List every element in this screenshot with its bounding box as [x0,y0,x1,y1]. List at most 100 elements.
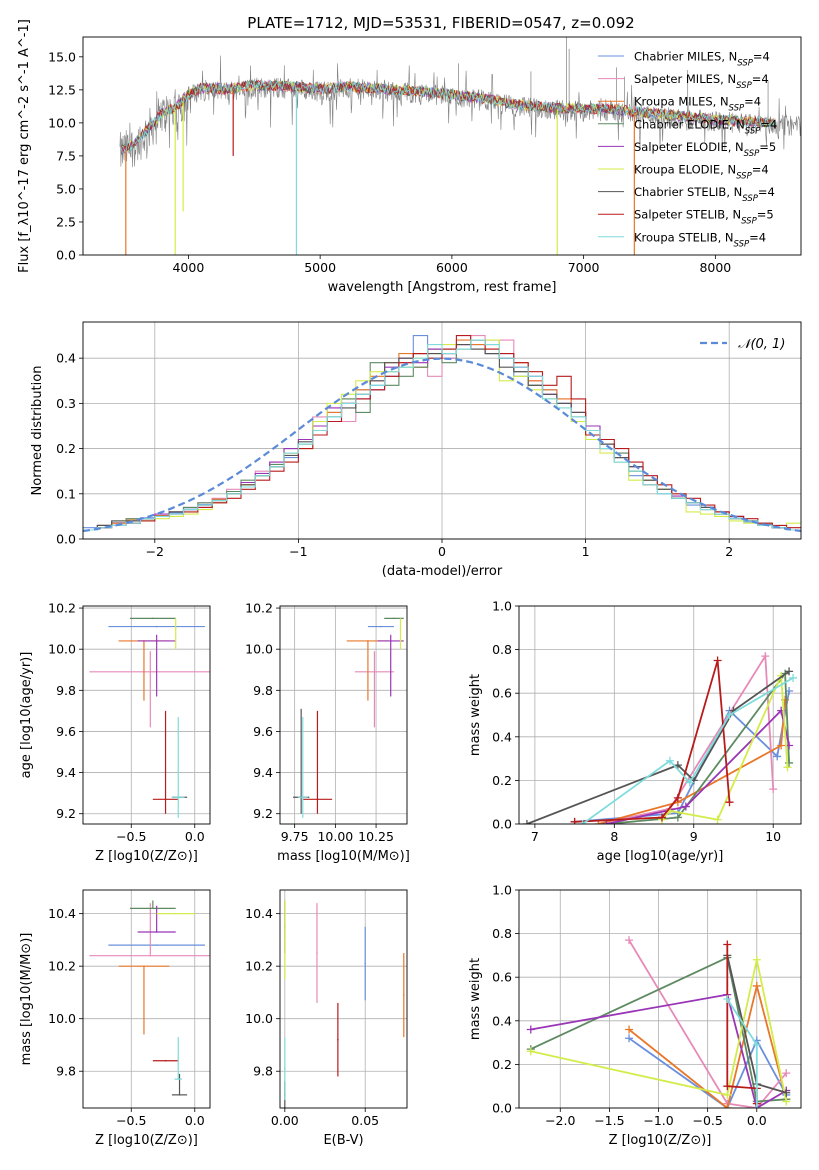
x-axis-label: mass [log10(M/M⊙)] [277,849,410,864]
data-point [337,1038,339,1041]
weight-series-line [628,939,787,1108]
plot-frame [279,605,408,825]
data-point [389,640,392,642]
legend-entry: Chabrier STELIB, NSSP=4 [634,185,775,204]
y-tick-label: 9.2 [56,806,76,821]
weight-point-marker [752,1040,761,1049]
x-tick-label: 2 [725,544,733,559]
legend-entry: Chabrier ELODIE, NSSP=4 [634,117,777,136]
y-tick-label: 7.5 [56,148,76,163]
x-tick-label: 0.0 [185,1113,205,1128]
weight-point-marker [783,763,792,772]
y-tick-label: 10.2 [48,959,76,974]
y-axis-label: Flux [f_λ10^-17 erg cm^-2 s^-1 A^-1] [17,19,32,273]
data-point [399,627,402,630]
age-vs-mass-panel: 9.75 10.00 10.25 9.2 9.4 9.6 9.8 10.0 10.2 mass [… [245,601,410,864]
weight-point-marker [673,813,682,822]
x-tick-label: 8000 [699,260,731,275]
plot-frame [518,605,802,825]
y-tick-label: 1.0 [492,599,512,614]
weight-point-marker [526,1025,535,1034]
data-point [177,796,180,799]
x-tick-label: 10.00 [317,829,353,844]
weight-point-marker [673,793,682,802]
errorbar-marks [284,900,405,1108]
weight-point-marker [782,1069,791,1078]
weight-point-marker [713,815,722,824]
x-tick-label: 10.25 [358,829,394,844]
x-tick-label: 5000 [304,260,336,275]
x-tick-label: −1 [289,544,307,559]
spectrum-panel: 4000 5000 6000 7000 8000 0.0 2.5 5.0 7.5 10.0 12.5… [17,19,802,295]
weight-point-marker [777,741,786,750]
weight-point-marker [602,820,611,824]
y-tick-label: 10.0 [48,1011,76,1026]
legend-entry: Chabrier MILES, NSSP=4 [634,50,770,69]
data-point [152,617,154,620]
weight-series-line [530,959,788,1102]
data-point [177,1078,180,1080]
weight-point-marker [725,711,734,719]
errorbar-marks [293,617,404,818]
residual-histogram-panel: −2 −1 0 1 2 0.0 0.1 0.2 0.3 0.4 (data-model)/error… [30,321,802,579]
x-axis-label: (data-model)/error [382,564,503,579]
y-tick-label: 0.8 [492,926,512,941]
data-point [316,798,319,801]
mass-weight-vs-age-panel: 7 8 9 10 0.0 0.2 0.4 0.6 0.8 1.0 age [log10(age/yr… [468,599,802,864]
weight-point-marker [723,995,732,1003]
weight-point-marker [789,673,798,682]
y-tick-label: 9.4 [253,765,273,780]
x-tick-label: −2.0 [545,1113,575,1128]
y-tick-label: 0.6 [492,970,512,985]
model-spectrum-line [120,79,777,155]
plot-frame [82,605,211,825]
x-tick-label: −2 [146,544,164,559]
data-point [149,954,152,957]
weight-point-marker [673,761,682,770]
weight-point-marker [681,802,690,811]
y-tick-label: 10.0 [245,1011,273,1026]
y-tick-label: 0.2 [492,773,512,788]
weight-point-marker [782,1088,791,1097]
x-tick-label: 0.0 [185,829,205,844]
age-vs-metallicity-panel: −0.5 0.0 9.2 9.4 9.6 9.8 10.0 10.2 Z [log10(Z/Z⊙… [19,601,211,864]
plot-frame [279,889,408,1109]
y-tick-label: 9.8 [253,1064,273,1079]
legend-entry: Kroupa ELODIE, NSSP=4 [634,163,769,182]
weight-series-line [606,671,790,824]
legend-entry: 𝒩(0, 1) [738,337,785,352]
x-tick-label: 9 [690,829,698,844]
weight-point-marker [570,817,579,824]
data-point [367,640,369,642]
weight-point-marker [578,820,587,824]
y-tick-label: 5.0 [56,181,76,196]
y-tick-label: 0.0 [492,1101,512,1116]
x-tick-label: −0.5 [116,1113,146,1128]
data-point [364,962,367,965]
weight-point-marker [752,1104,761,1108]
x-tick-label: 0.0 [747,1113,767,1128]
plot-frame [82,321,802,540]
x-axis-label: age [log10(age/yr)] [597,849,724,864]
weight-point-marker [685,778,694,787]
y-tick-label: 2.5 [56,214,76,229]
weight-point-marker [773,752,782,761]
weight-lines [522,652,798,824]
data-point [164,798,167,801]
x-tick-label: 7000 [568,260,600,275]
data-point [155,625,158,628]
y-tick-label: 9.4 [56,765,76,780]
y-tick-label: 10.0 [245,642,273,657]
weight-point-marker [761,652,770,661]
data-point [174,912,177,915]
y-axis-label: age [log10(age/yr)] [19,652,34,779]
y-tick-label: 15.0 [48,49,76,64]
y-tick-label: 9.6 [253,724,273,739]
weight-point-marker [625,936,634,945]
y-tick-label: 0.4 [492,1013,512,1028]
y-tick-label: 9.8 [253,683,273,698]
y-tick-label: 0.8 [492,642,512,657]
weight-point-marker [723,1104,732,1108]
data-point [155,931,158,933]
x-axis-label: Z [log10(Z/Z⊙)] [95,1133,198,1148]
